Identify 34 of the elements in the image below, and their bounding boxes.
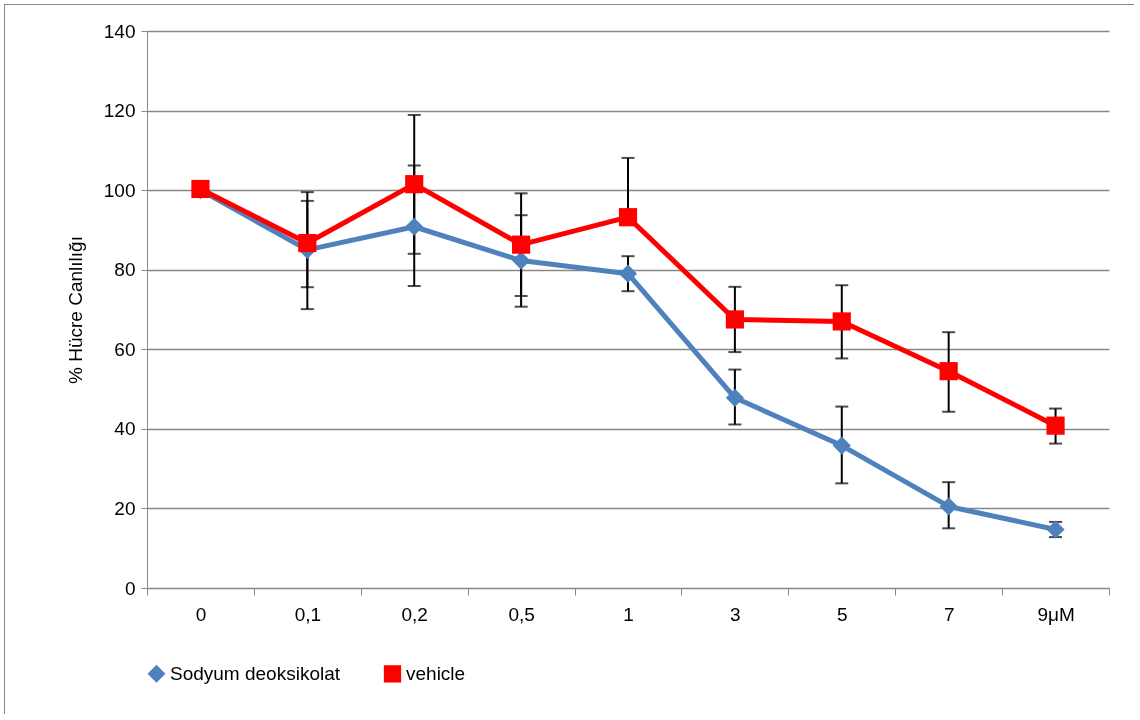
y-tick-label: 40 — [114, 418, 136, 440]
legend-label: vehicle — [406, 662, 466, 684]
x-tick-label: 9μM — [1037, 603, 1075, 625]
y-tick-label: 140 — [103, 20, 136, 42]
point — [298, 233, 317, 253]
point — [618, 264, 638, 283]
point — [832, 312, 851, 331]
x-tick-label: 0,2 — [401, 603, 428, 625]
x-tick-label: 5 — [836, 603, 848, 625]
x-tick-label: 7 — [943, 603, 955, 625]
x-tick-label: 1 — [623, 603, 634, 625]
point — [618, 208, 638, 227]
y-tick-label: 0 — [124, 577, 136, 599]
x-tick-label: 0,1 — [294, 603, 322, 625]
y-tick-label: 80 — [114, 259, 136, 281]
y-tick-label: 120 — [103, 100, 136, 122]
point — [939, 497, 958, 516]
point — [832, 436, 851, 455]
point — [512, 235, 531, 254]
x-tick-label: 0 — [195, 603, 207, 625]
point — [1046, 416, 1065, 435]
point — [725, 310, 744, 329]
y-tick-label: 100 — [103, 179, 136, 201]
point — [405, 217, 424, 236]
point — [725, 388, 744, 407]
x-tick-label: 0,5 — [508, 603, 535, 625]
legend-label: Sodyum deoksikolat — [170, 662, 341, 684]
point — [405, 175, 424, 194]
x-tick-label: 3 — [730, 603, 741, 625]
y-axis-title: % Hücre Canlılığı — [64, 236, 86, 384]
y-tick-label: 60 — [114, 338, 136, 360]
y-tick-label: 20 — [114, 497, 136, 519]
point — [512, 251, 531, 270]
point — [939, 362, 958, 381]
